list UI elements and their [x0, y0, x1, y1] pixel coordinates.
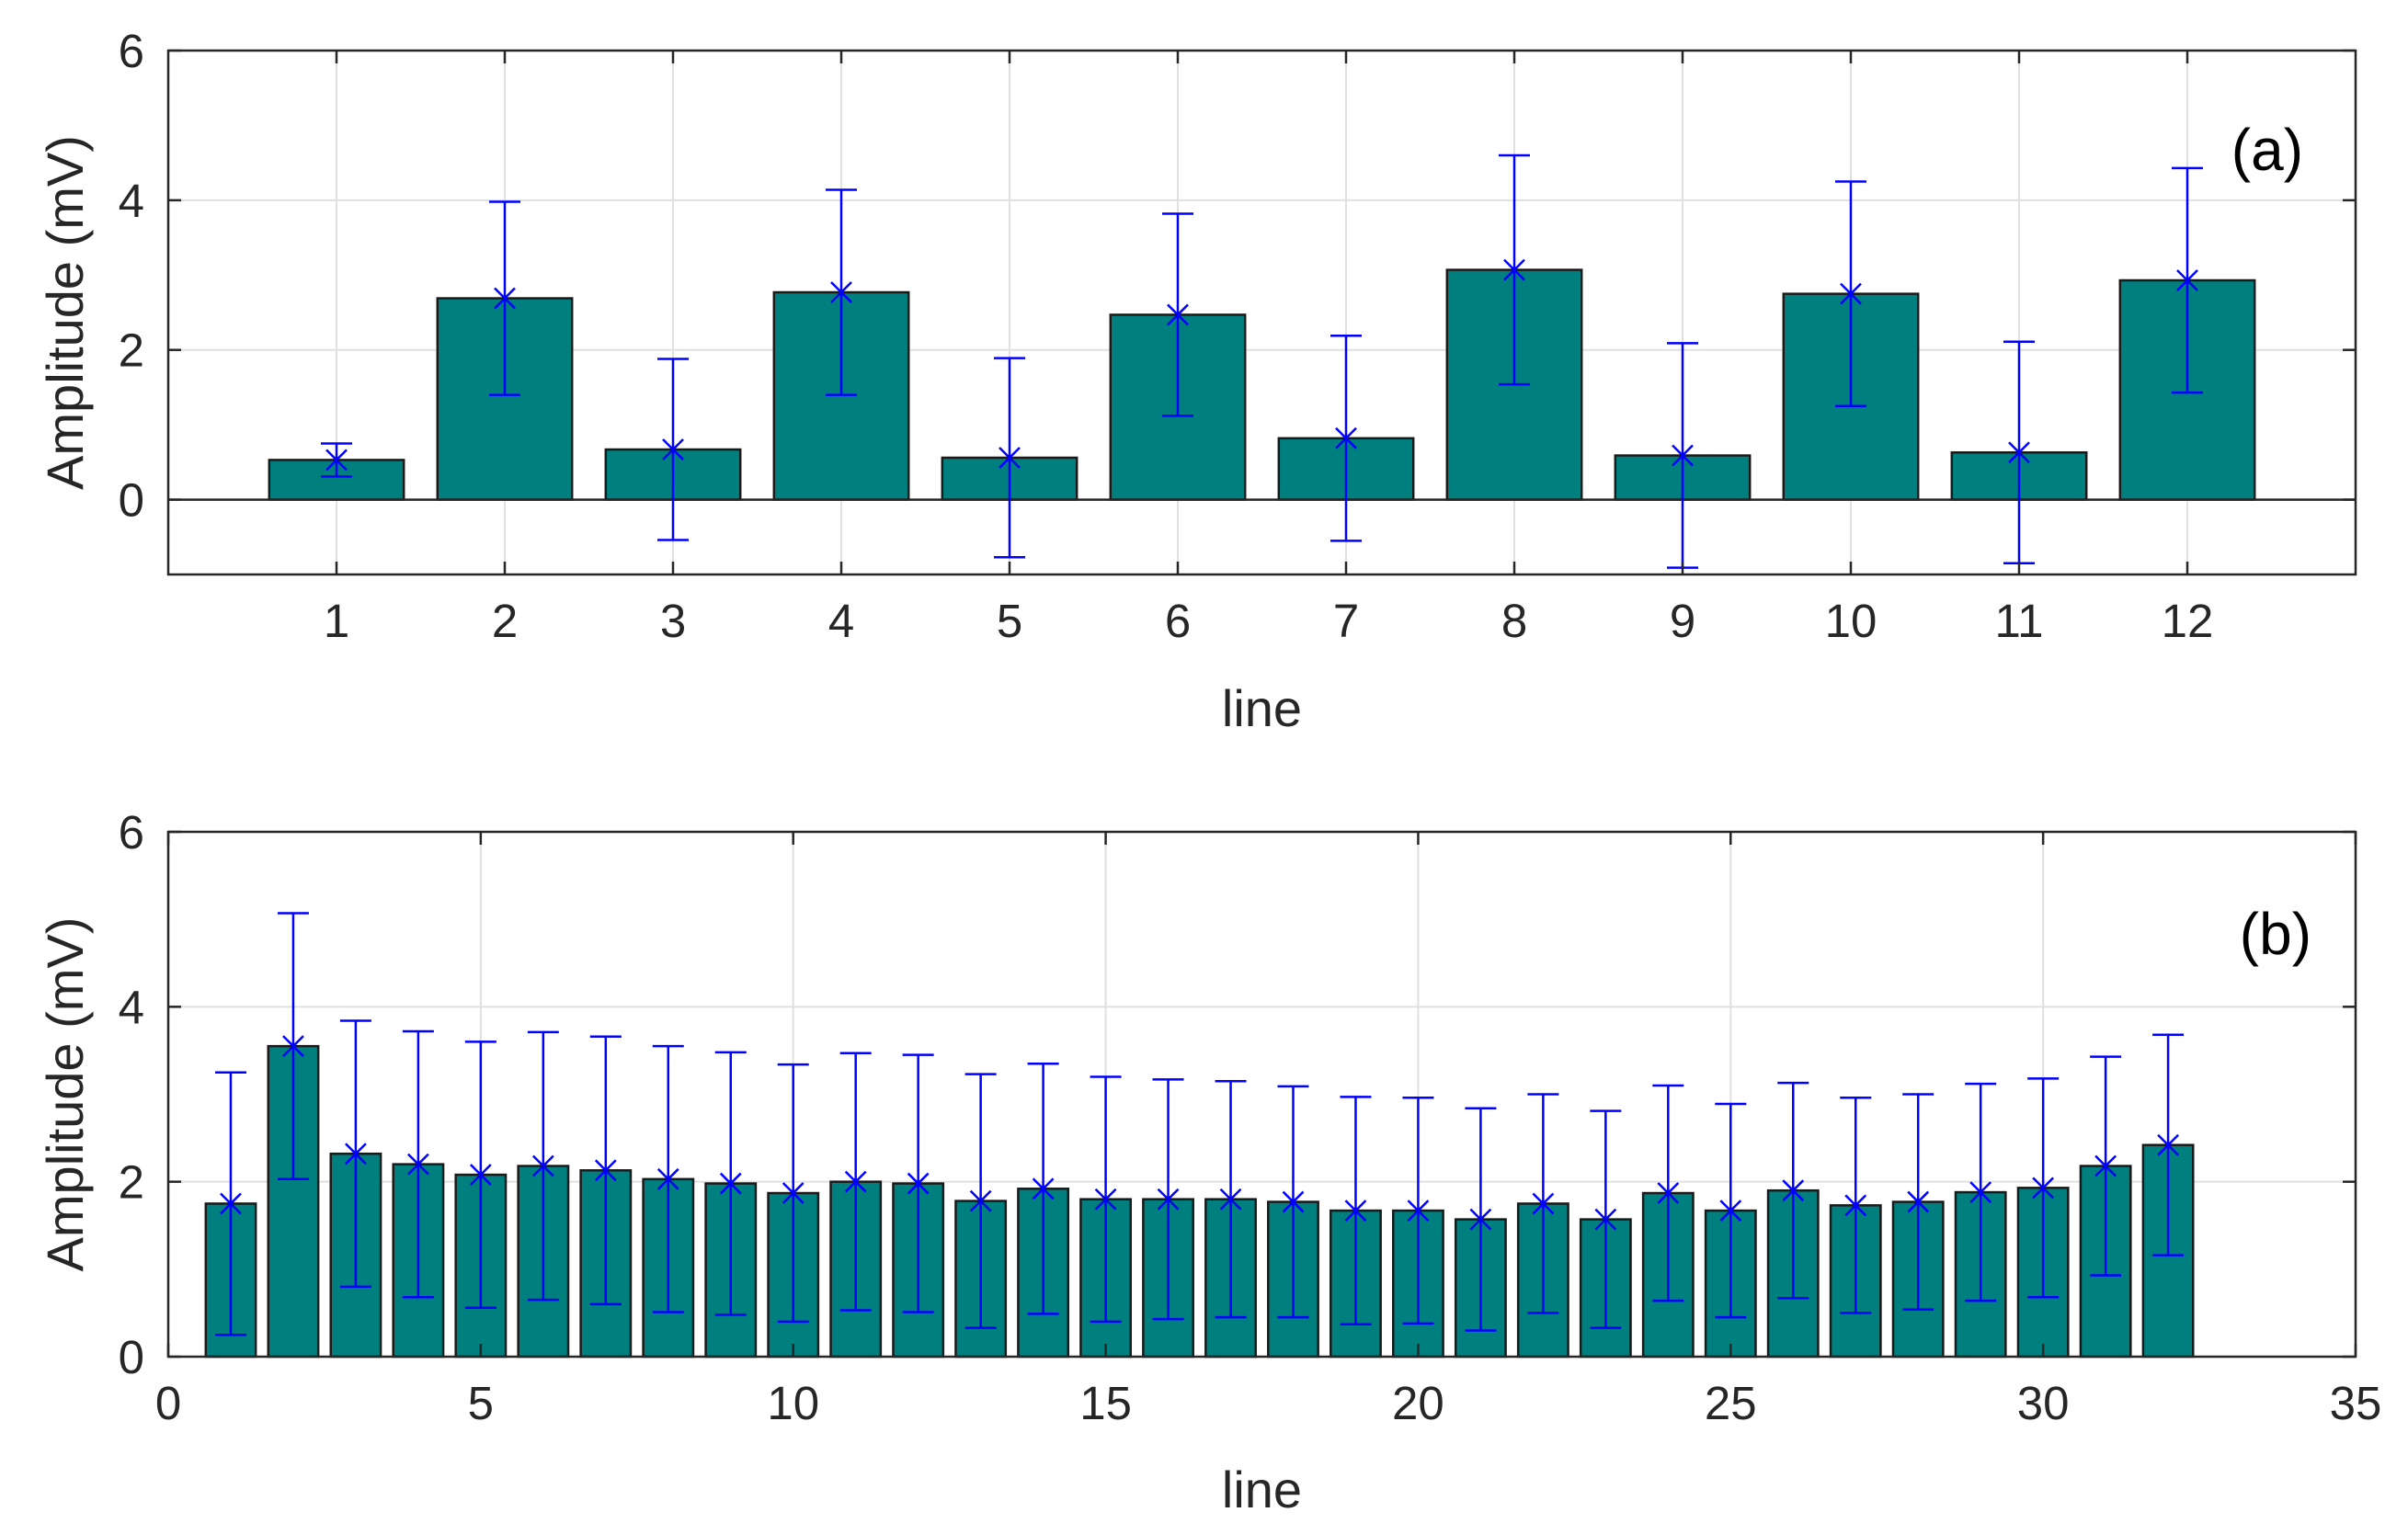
bar-b-25 — [1704, 1209, 1757, 1359]
y-tick-label-b: 4 — [119, 981, 144, 1033]
mean-marker-a-5 — [999, 447, 1021, 469]
mean-marker-b-26 — [1782, 1179, 1805, 1202]
x-tick-label-a: 6 — [1165, 595, 1191, 647]
x-tick-label-a: 5 — [997, 595, 1022, 647]
mean-marker-b-19 — [1344, 1200, 1367, 1222]
mean-marker-b-21 — [1469, 1208, 1492, 1231]
y-tick-label-b: 2 — [119, 1156, 144, 1209]
y-tick-label-a: 0 — [119, 474, 144, 527]
mean-marker-b-5 — [469, 1164, 492, 1186]
y-tick-label-a: 6 — [119, 25, 144, 77]
mean-marker-a-6 — [1167, 303, 1189, 326]
mean-marker-b-4 — [407, 1153, 429, 1176]
panel-b-chart: 0 5 10 15 20 25 30 35 0 2 4 6 line Amplitude (mV) (b) — [36, 806, 2381, 1518]
y-tick-label-a: 4 — [119, 175, 144, 227]
x-tick-label-a: 7 — [1333, 595, 1359, 647]
x-tick-label-a: 8 — [1501, 595, 1527, 647]
x-tick-label-a: 3 — [660, 595, 686, 647]
axes-box-b — [166, 830, 2357, 1359]
x-tick-label-a: 11 — [1995, 595, 2044, 647]
x-axis-label-b: line — [1222, 1461, 1302, 1518]
mean-marker-a-2 — [494, 287, 516, 310]
mean-marker-b-24 — [1657, 1182, 1680, 1204]
mean-marker-b-12 — [907, 1172, 930, 1195]
mean-marker-b-31 — [2094, 1154, 2117, 1177]
x-tick-label-a: 1 — [324, 595, 349, 647]
mean-marker-b-2 — [282, 1035, 304, 1058]
mean-marker-b-7 — [594, 1159, 617, 1182]
mean-marker-a-3 — [662, 438, 684, 460]
mean-marker-b-28 — [1907, 1190, 1930, 1213]
mean-marker-b-29 — [1969, 1181, 1992, 1203]
x-tick-label-a: 9 — [1670, 595, 1695, 647]
mean-marker-a-7 — [1335, 426, 1357, 449]
x-tick-label-b: 0 — [155, 1377, 181, 1429]
mean-marker-b-14 — [1032, 1177, 1055, 1200]
panel-label-b: (b) — [2240, 901, 2311, 967]
x-tick-label-b: 10 — [767, 1377, 819, 1429]
y-tick-label-b: 6 — [119, 806, 144, 858]
x-tick-label-b: 35 — [2330, 1377, 2382, 1429]
mean-marker-b-27 — [1844, 1194, 1867, 1217]
y-axis-label-b: Amplitude (mV) — [36, 917, 94, 1272]
mean-marker-b-16 — [1157, 1188, 1180, 1211]
x-tick-label-b: 5 — [468, 1377, 494, 1429]
mean-marker-b-23 — [1594, 1208, 1617, 1231]
mean-marker-a-9 — [1672, 444, 1694, 467]
mean-marker-b-9 — [719, 1172, 742, 1195]
x-tick-label-b: 25 — [1705, 1377, 1757, 1429]
mean-marker-a-4 — [830, 281, 852, 303]
mean-marker-a-11 — [2008, 441, 2030, 464]
mean-marker-b-22 — [1532, 1192, 1555, 1215]
x-tick-label-a: 4 — [828, 595, 854, 647]
x-tick-label-b: 15 — [1079, 1377, 1132, 1429]
x-tick-label-a: 12 — [2162, 595, 2214, 647]
mean-marker-b-6 — [531, 1154, 554, 1177]
mean-marker-b-3 — [345, 1143, 367, 1165]
y-tick-label-a: 2 — [119, 324, 144, 377]
y-tick-label-b: 0 — [119, 1331, 144, 1383]
mean-marker-b-30 — [2032, 1177, 2055, 1200]
mean-marker-b-8 — [656, 1167, 679, 1190]
x-tick-label-a: 10 — [1825, 595, 1877, 647]
mean-marker-a-8 — [1503, 258, 1525, 281]
mean-marker-a-12 — [2176, 269, 2198, 291]
mean-marker-b-18 — [1282, 1190, 1305, 1213]
mean-marker-b-15 — [1094, 1188, 1117, 1211]
mean-marker-b-17 — [1219, 1188, 1242, 1211]
mean-marker-a-1 — [325, 449, 348, 472]
mean-marker-b-25 — [1719, 1200, 1742, 1222]
mean-marker-b-32 — [2157, 1133, 2179, 1156]
x-tick-label-a: 2 — [492, 595, 518, 647]
mean-marker-b-11 — [844, 1170, 867, 1193]
x-tick-label-b: 20 — [1392, 1377, 1444, 1429]
x-axis-label-a: line — [1222, 679, 1302, 737]
x-tick-label-b: 30 — [2017, 1377, 2070, 1429]
y-axis-label-a: Amplitude (mV) — [36, 135, 94, 490]
mean-marker-a-10 — [1840, 282, 1862, 305]
mean-marker-b-13 — [969, 1189, 992, 1212]
panel-label-a: (a) — [2231, 117, 2303, 183]
axes-box-a — [166, 49, 2357, 576]
mean-marker-b-20 — [1407, 1200, 1430, 1222]
mean-marker-b-1 — [220, 1192, 242, 1215]
mean-marker-b-10 — [782, 1182, 805, 1204]
